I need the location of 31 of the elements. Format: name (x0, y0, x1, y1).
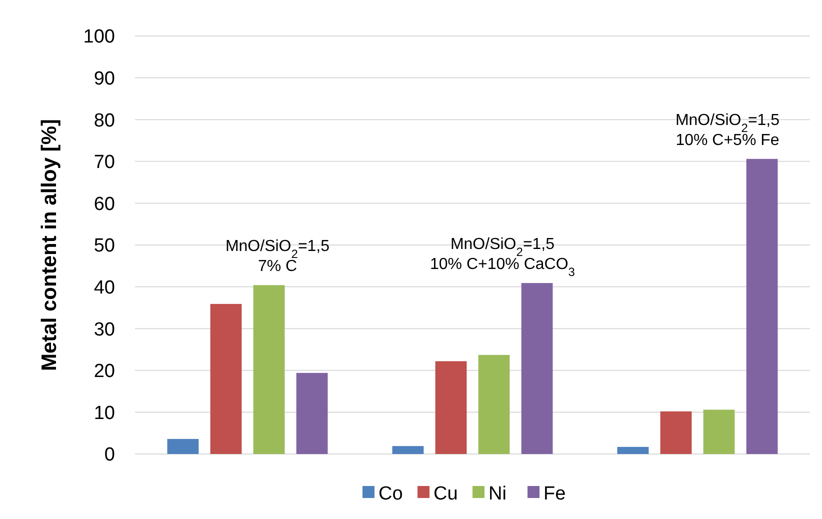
annotation: MnO/SiO$_{2}$=1,5 7% C (225, 238, 330, 276)
legend-label: Co (378, 484, 403, 505)
y-tick-label: 100 (83, 26, 115, 48)
y-tick-label: 60 (94, 194, 115, 215)
annotation: MnO/SiO$_{2}$=1,5 10% C+10% CaCO$_{3}$ (430, 236, 576, 280)
y-tick-label: 70 (94, 152, 115, 174)
y-axis-title: Metal content in alloy [%] (38, 118, 61, 372)
bar (253, 285, 285, 454)
y-tick-label: 80 (94, 110, 115, 132)
y-tick-label: 40 (94, 277, 115, 298)
bar (521, 283, 553, 454)
bar (210, 304, 242, 454)
legend-label: Fe (544, 484, 566, 505)
bar (703, 410, 735, 454)
y-tick-label: 10 (94, 402, 115, 424)
legend-label: Ni (488, 484, 506, 505)
legend-label: Cu (434, 484, 458, 505)
bar (392, 446, 424, 454)
bar (478, 354, 510, 454)
bar (435, 361, 467, 454)
bar (617, 446, 649, 454)
bar (660, 411, 692, 454)
y-tick-label: 20 (94, 361, 115, 382)
y-tick-label: 0 (104, 444, 115, 466)
annotation: MnO/SiO$_{2}$=1,5 10% C+5% Fe (675, 112, 780, 149)
bar (296, 372, 328, 454)
bar (746, 158, 778, 454)
y-tick-label: 30 (94, 319, 115, 340)
bar (167, 438, 199, 454)
y-tick-label: 90 (94, 68, 115, 90)
y-tick-label: 50 (94, 236, 115, 257)
